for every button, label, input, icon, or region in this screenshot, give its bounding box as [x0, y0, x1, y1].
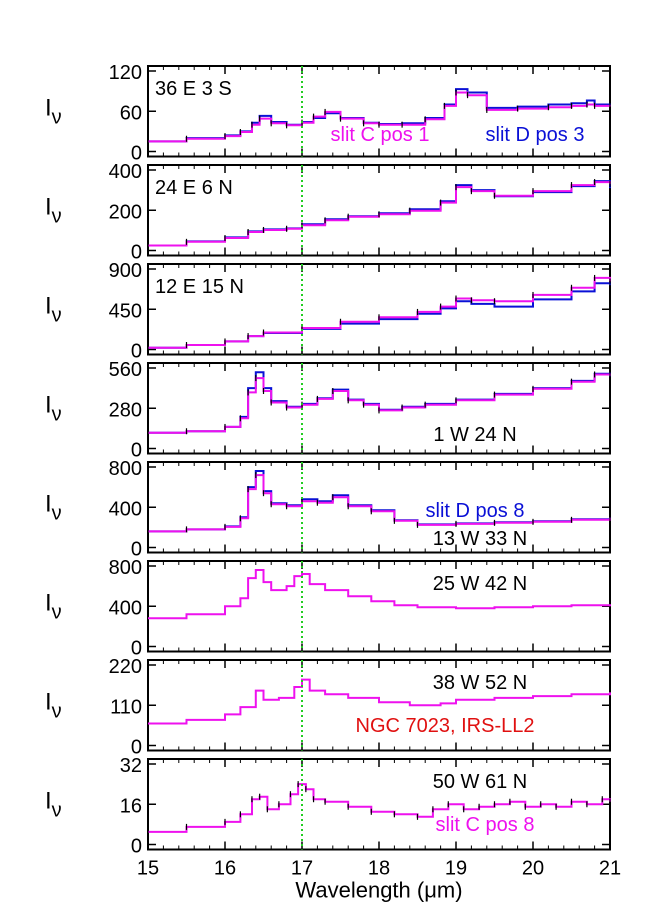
- y-tick-label: 60: [120, 102, 142, 124]
- annotation-blue: slit D pos 8: [426, 500, 525, 522]
- panel-6: 0 400 800 Iν 25 W 42 N: [45, 557, 611, 660]
- y-tick-label: 400: [109, 597, 142, 619]
- y-tick-label: 400: [109, 161, 142, 183]
- y-tick-label: 0: [131, 440, 142, 462]
- y-tick-label: 400: [109, 498, 142, 520]
- y-tick-label: 560: [109, 359, 142, 381]
- series-magenta-line: [148, 569, 611, 620]
- y-axis-label: Iν: [45, 787, 62, 821]
- y-tick-label: 200: [109, 201, 142, 223]
- annotation-magenta: slit C pos 8: [436, 814, 535, 836]
- annotation-red: NGC 7023, IRS-LL2: [356, 715, 535, 737]
- x-tick-labels: 15 16 17 18 19 20 21: [137, 858, 621, 880]
- x-tick-label: 18: [368, 858, 390, 880]
- panel-label: 25 W 42 N: [433, 573, 527, 595]
- panel-7: 0 110 220 Iν 38 W 52 N NGC 7023, IRS-LL2: [45, 656, 611, 759]
- panel-label: 1 W 24 N: [433, 424, 516, 446]
- x-tick-label: 17: [291, 858, 313, 880]
- y-axis-label: Iν: [45, 490, 62, 524]
- y-tick-label: 0: [131, 836, 142, 858]
- series-magenta-line: [148, 474, 611, 533]
- panel-3: 0 450 900 Iν 12 E 15 N: [45, 260, 611, 363]
- y-axis-label: Iν: [45, 94, 62, 128]
- y-tick-label: 800: [109, 458, 142, 480]
- series-magenta-line: [148, 678, 611, 725]
- panel-label: 13 W 33 N: [433, 528, 527, 550]
- series-blue-line: [148, 371, 611, 434]
- panel-frame: [147, 461, 611, 554]
- y-tick-label: 0: [131, 638, 142, 660]
- panel-4: 0 280 560 Iν 1 W 24 N: [45, 359, 611, 462]
- y-tick-label: 0: [131, 737, 142, 759]
- y-tick-label: 16: [120, 795, 142, 817]
- panel-1: 0 60 120 Iν 36 E 3 S slit C pos 1 slit D pos 3: [45, 62, 611, 165]
- y-axis-label: Iν: [45, 193, 62, 227]
- panel-label: 12 E 15 N: [155, 276, 244, 298]
- x-tick-label: 15: [137, 858, 159, 880]
- y-tick-label: 0: [131, 143, 142, 165]
- y-tick-label: 450: [109, 300, 142, 322]
- panel-label: 38 W 52 N: [433, 672, 527, 694]
- y-axis-label: Iν: [45, 292, 62, 326]
- panel-5: 0 400 800 Iν 13 W 33 N slit D pos 8: [45, 458, 611, 561]
- series-magenta-line: [148, 783, 611, 833]
- x-tick-label: 21: [599, 858, 621, 880]
- y-tick-label: 32: [120, 755, 142, 777]
- annotation-blue: slit D pos 3: [486, 124, 585, 146]
- panel-label: 50 W 61 N: [433, 771, 527, 793]
- y-tick-label: 900: [109, 260, 142, 282]
- panel-label: 24 E 6 N: [155, 177, 233, 199]
- x-tick-label: 19: [445, 858, 467, 880]
- y-tick-label: 120: [109, 62, 142, 84]
- x-axis-label: Wavelength (μm): [295, 878, 462, 903]
- annotation-magenta: slit C pos 1: [331, 124, 430, 146]
- y-tick-label: 220: [109, 656, 142, 678]
- y-tick-label: 110: [110, 696, 142, 718]
- y-tick-label: 280: [109, 399, 142, 421]
- y-axis-label: Iν: [45, 589, 62, 623]
- y-axis-label: Iν: [45, 688, 62, 722]
- panel-label: 36 E 3 S: [155, 78, 232, 100]
- panel-8: 0 16 32 Iν 50 W 61 N slit C pos 8: [45, 755, 611, 858]
- y-axis-label: Iν: [45, 391, 62, 425]
- y-tick-label: 0: [131, 341, 142, 363]
- y-tick-label: 0: [131, 539, 142, 561]
- y-tick-label: 800: [109, 557, 142, 579]
- x-tick-label: 16: [214, 858, 236, 880]
- x-tick-label: 20: [522, 858, 544, 880]
- panels: 0 60 120 Iν 36 E 3 S slit C pos 1 slit D pos 3…: [45, 62, 611, 858]
- y-tick-label: 0: [131, 242, 142, 264]
- panel-2: 0 200 400 Iν 24 E 6 N: [45, 161, 611, 264]
